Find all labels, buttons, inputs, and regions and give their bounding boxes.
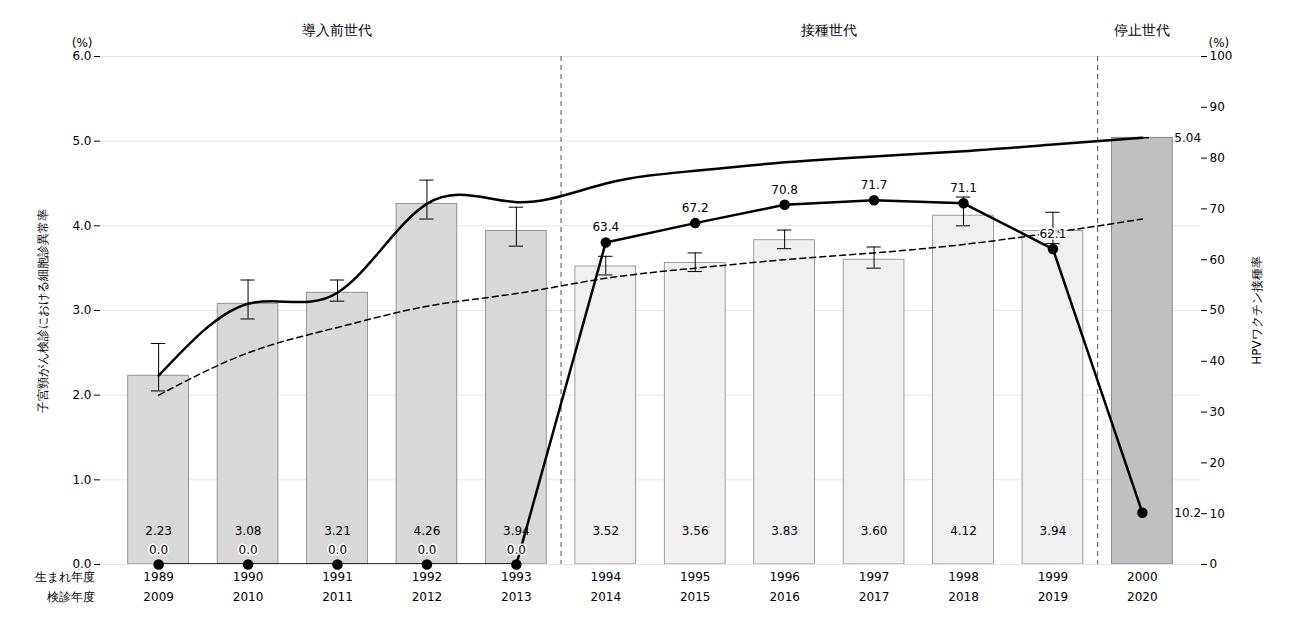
svg-text:20: 20	[1210, 456, 1225, 470]
svg-text:2012: 2012	[412, 590, 443, 604]
svg-text:1997: 1997	[859, 570, 890, 584]
svg-text:71.7: 71.7	[861, 178, 888, 192]
svg-text:子宮頸がん検診における細胞診異常率: 子宮頸がん検診における細胞診異常率	[36, 209, 50, 413]
svg-text:0.0: 0.0	[507, 543, 526, 557]
svg-text:(%): (%)	[72, 36, 93, 50]
svg-text:0.0: 0.0	[72, 557, 92, 572]
svg-text:80: 80	[1210, 151, 1225, 165]
svg-text:4.0: 4.0	[72, 219, 91, 233]
svg-text:1998: 1998	[948, 570, 979, 584]
svg-text:3.83: 3.83	[771, 524, 798, 538]
svg-text:2.23: 2.23	[145, 524, 172, 538]
svg-text:63.4: 63.4	[592, 220, 619, 234]
svg-text:10.2: 10.2	[1174, 506, 1201, 520]
svg-text:4.26: 4.26	[414, 524, 441, 538]
svg-text:50: 50	[1210, 303, 1225, 317]
svg-text:1996: 1996	[769, 570, 800, 584]
svg-text:1992: 1992	[412, 570, 443, 584]
svg-text:2013: 2013	[501, 590, 532, 604]
svg-text:1993: 1993	[501, 570, 532, 584]
svg-text:67.2: 67.2	[682, 201, 709, 215]
svg-text:2010: 2010	[233, 590, 264, 604]
svg-text:3.94: 3.94	[1040, 524, 1067, 538]
svg-text:2011: 2011	[322, 590, 353, 604]
svg-text:生まれ年度: 生まれ年度	[35, 570, 95, 584]
svg-text:0.0: 0.0	[149, 543, 168, 557]
svg-text:3.21: 3.21	[324, 524, 351, 538]
svg-text:62.1: 62.1	[1040, 227, 1067, 241]
svg-text:3.56: 3.56	[682, 524, 709, 538]
svg-text:5.04: 5.04	[1174, 131, 1201, 145]
svg-text:1995: 1995	[680, 570, 711, 584]
svg-text:2018: 2018	[948, 590, 979, 604]
svg-text:2019: 2019	[1038, 590, 1069, 604]
svg-text:2014: 2014	[591, 590, 622, 604]
svg-text:0.0: 0.0	[417, 543, 436, 557]
svg-text:40: 40	[1210, 354, 1225, 368]
svg-text:71.1: 71.1	[950, 181, 977, 195]
svg-text:2020: 2020	[1127, 590, 1158, 604]
svg-text:0: 0	[1210, 557, 1218, 571]
svg-text:3.0: 3.0	[72, 303, 91, 317]
svg-text:1999: 1999	[1038, 570, 1069, 584]
svg-text:停止世代: 停止世代	[1114, 22, 1170, 38]
svg-text:HPVワクチン接種率: HPVワクチン接種率	[1250, 256, 1264, 364]
svg-text:70.8: 70.8	[771, 183, 798, 197]
svg-text:接種世代: 接種世代	[801, 22, 857, 38]
svg-text:検診年度: 検診年度	[47, 590, 95, 604]
svg-text:3.60: 3.60	[861, 524, 888, 538]
svg-text:導入前世代: 導入前世代	[302, 22, 372, 38]
svg-text:2017: 2017	[859, 590, 890, 604]
svg-text:3.52: 3.52	[592, 524, 619, 538]
svg-text:4.12: 4.12	[950, 524, 977, 538]
svg-text:2015: 2015	[680, 590, 711, 604]
svg-text:3.08: 3.08	[235, 524, 262, 538]
svg-text:3.94: 3.94	[503, 523, 530, 538]
svg-text:2.0: 2.0	[72, 388, 91, 402]
svg-text:0.0: 0.0	[239, 543, 258, 557]
svg-text:30: 30	[1210, 405, 1225, 419]
svg-text:1.0: 1.0	[72, 473, 91, 487]
svg-text:70: 70	[1210, 202, 1225, 216]
svg-text:6.0: 6.0	[72, 49, 91, 63]
svg-text:1994: 1994	[591, 570, 622, 584]
svg-text:60: 60	[1210, 253, 1225, 267]
svg-text:2016: 2016	[769, 590, 800, 604]
svg-text:1989: 1989	[143, 570, 174, 584]
svg-text:100: 100	[1210, 49, 1233, 63]
svg-text:2009: 2009	[143, 590, 174, 604]
svg-text:0.0: 0.0	[328, 543, 347, 557]
svg-text:2000: 2000	[1127, 570, 1158, 584]
svg-text:1990: 1990	[233, 570, 264, 584]
svg-text:(%): (%)	[1209, 36, 1230, 50]
svg-text:10: 10	[1210, 507, 1225, 521]
svg-text:5.0: 5.0	[72, 134, 91, 148]
svg-text:1991: 1991	[322, 570, 353, 584]
svg-text:90: 90	[1210, 100, 1225, 114]
